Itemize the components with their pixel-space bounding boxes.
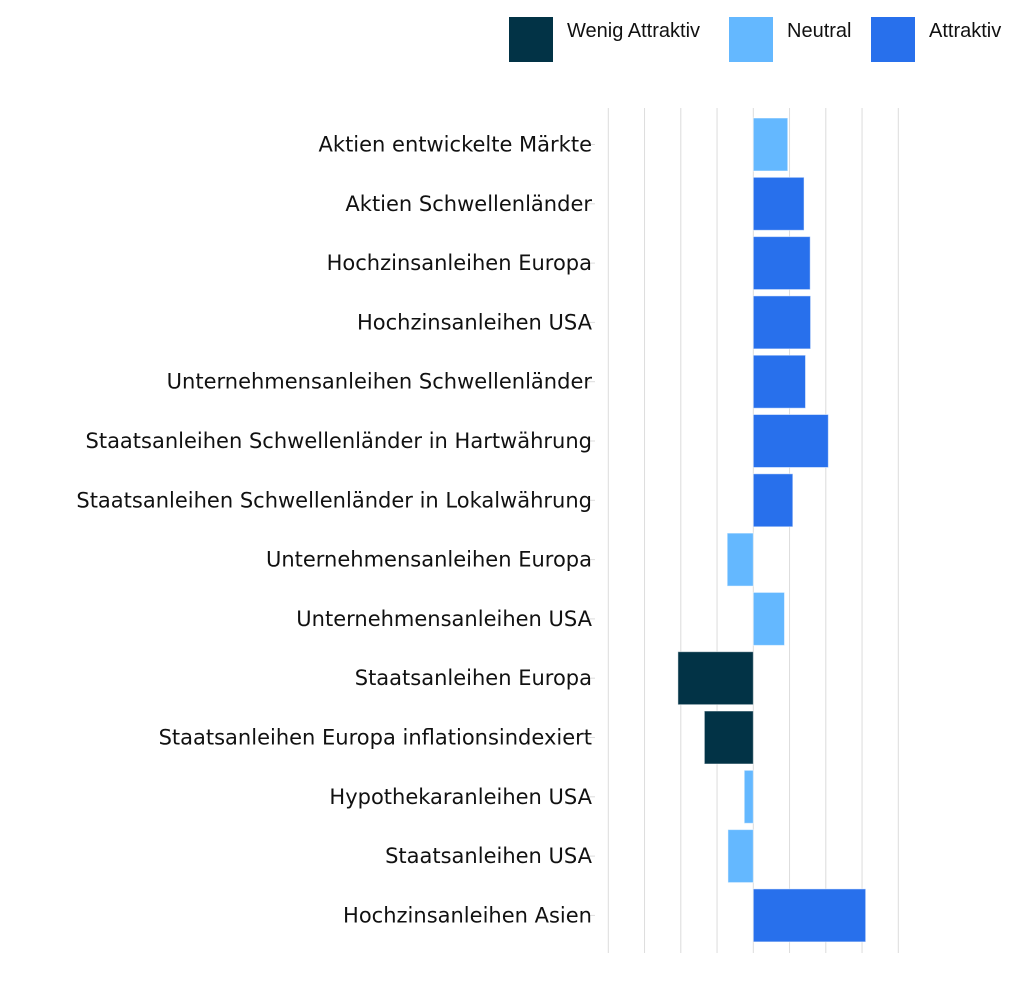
category-label: Unternehmensanleihen Schwellenländer (167, 370, 593, 394)
category-label: Staatsanleihen Europa (355, 666, 592, 690)
legend-swatch (509, 17, 553, 62)
bar (752, 414, 829, 468)
bar (743, 769, 754, 824)
legend-label: Attraktiv (929, 20, 1002, 42)
bar (752, 295, 812, 350)
legend-label: Wenig Attraktiv (567, 20, 701, 42)
category-label: Staatsanleihen Schwellenländer in Hartwä… (86, 429, 593, 453)
category-label: Hochzinsanleihen Europa (327, 251, 592, 275)
bar (752, 354, 806, 409)
legend-label: Neutral (787, 20, 852, 42)
legend-item-attraktiv: Attraktiv (871, 17, 1001, 62)
legend-swatch (871, 17, 915, 62)
category-label: Aktien Schwellenländer (345, 192, 592, 216)
category-label: Hypothekaranleihen USA (329, 785, 592, 809)
bar (752, 473, 794, 528)
category-label: Staatsanleihen Schwellenländer in Lokalw… (76, 488, 592, 512)
legend-item-neutral: Neutral (729, 17, 851, 62)
bar (752, 176, 805, 231)
category-label: Unternehmensanleihen Europa (266, 548, 592, 572)
bar (752, 591, 785, 646)
legend-item-wenig-attraktiv: Wenig Attraktiv (509, 17, 700, 62)
legend-swatch (729, 17, 773, 62)
bar (752, 236, 811, 291)
bar (703, 710, 754, 765)
bar (726, 532, 754, 587)
bar (727, 829, 754, 884)
category-label: Staatsanleihen USA (385, 844, 593, 868)
bar (752, 888, 867, 943)
bar (677, 651, 754, 706)
category-label: Aktien entwickelte Märkte (319, 133, 592, 157)
category-label: Unternehmensanleihen USA (296, 607, 592, 631)
category-label: Staatsanleihen Europa inflationsindexier… (159, 726, 592, 750)
category-label: Hochzinsanleihen Asien (343, 903, 592, 927)
category-label: Hochzinsanleihen USA (357, 310, 593, 334)
bar (752, 117, 789, 172)
